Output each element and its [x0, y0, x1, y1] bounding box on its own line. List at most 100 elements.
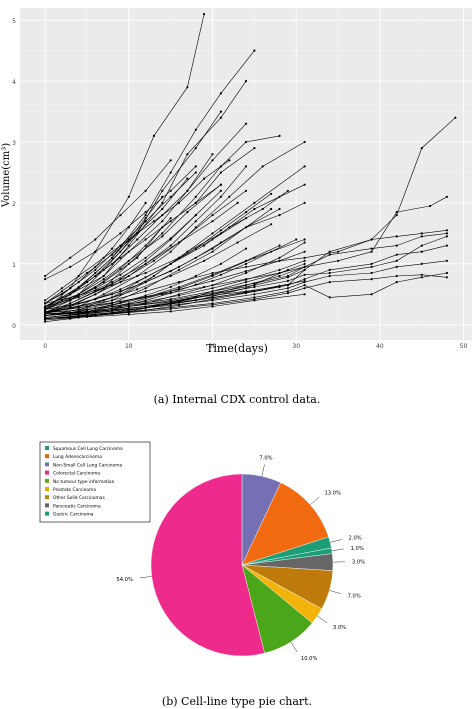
data-point — [228, 159, 231, 162]
legend-swatch — [45, 470, 49, 475]
data-point — [77, 302, 80, 305]
data-point — [270, 192, 273, 195]
data-point — [69, 313, 72, 317]
data-point — [152, 134, 155, 137]
slice-label: 13.0% — [325, 490, 342, 496]
data-point — [77, 309, 80, 312]
data-point — [144, 244, 147, 247]
data-point — [44, 320, 47, 323]
data-point — [370, 293, 373, 296]
slice-label-leader — [139, 576, 152, 579]
data-point — [186, 211, 189, 214]
slice-label-leader — [290, 641, 298, 653]
data-point — [94, 285, 97, 289]
data-point — [169, 189, 172, 192]
data-point — [77, 274, 80, 278]
pie-slice — [241, 482, 329, 566]
data-point — [111, 301, 114, 304]
data-point — [144, 287, 147, 290]
data-point — [69, 293, 72, 296]
legend-item-label: Non-Small Cell Lung Carcinoma — [53, 462, 122, 468]
data-point — [144, 276, 147, 279]
data-point — [161, 293, 164, 296]
data-point — [303, 293, 306, 296]
data-point — [303, 256, 306, 259]
data-point — [127, 226, 130, 229]
data-point — [169, 244, 172, 247]
data-point — [286, 292, 289, 295]
data-point — [102, 299, 105, 302]
data-point — [219, 92, 222, 95]
y-axis-label: Volume(cm³) — [1, 143, 12, 208]
data-point — [144, 201, 147, 204]
x-tick-label: 30 — [292, 343, 300, 350]
slice-label-leader — [329, 590, 341, 594]
data-point — [303, 241, 306, 244]
data-point — [445, 271, 448, 275]
data-point — [111, 293, 114, 296]
y-tick-label: 3 — [12, 140, 16, 147]
data-point — [161, 235, 164, 238]
data-point — [236, 241, 239, 244]
data-point — [127, 195, 130, 198]
data-point — [44, 314, 47, 317]
data-point — [219, 195, 222, 198]
legend-swatch — [45, 454, 49, 459]
data-point — [445, 235, 448, 238]
data-point — [111, 309, 114, 312]
data-point — [303, 262, 306, 265]
data-point — [395, 244, 398, 247]
series-line — [44, 196, 163, 307]
data-point — [102, 256, 105, 259]
data-point — [119, 232, 122, 235]
slice-label: 3.0% — [352, 560, 365, 566]
slice-label: 3.0% — [333, 625, 346, 631]
data-point — [219, 110, 222, 113]
data-point — [328, 271, 331, 275]
caption-a: (a) Internal CDX control data. — [153, 393, 321, 406]
data-point — [119, 281, 122, 284]
data-point — [169, 159, 172, 162]
data-point — [111, 299, 114, 302]
data-point — [244, 262, 248, 265]
data-point — [177, 294, 181, 297]
data-point — [270, 250, 273, 253]
data-point — [102, 287, 105, 290]
data-point — [127, 302, 130, 305]
data-point — [161, 201, 164, 204]
series-line — [44, 154, 213, 310]
data-point — [395, 235, 398, 238]
data-point — [253, 293, 256, 296]
data-point — [219, 273, 222, 276]
data-point — [295, 238, 298, 241]
data-point — [177, 268, 181, 271]
data-point — [445, 259, 448, 262]
data-point — [211, 232, 214, 235]
data-point — [244, 284, 248, 287]
data-point — [395, 259, 398, 262]
data-point — [420, 273, 423, 276]
data-point — [152, 259, 155, 262]
data-point — [169, 292, 172, 295]
data-point — [169, 250, 172, 253]
legend-item-label: Prostate Carcinoma — [53, 487, 96, 493]
data-point — [94, 290, 97, 293]
data-point — [152, 220, 155, 223]
data-point — [211, 296, 214, 300]
data-point — [144, 217, 147, 220]
data-point — [102, 278, 105, 281]
data-point — [111, 305, 114, 308]
data-point — [194, 274, 197, 278]
data-point — [119, 278, 122, 281]
data-point — [161, 226, 164, 229]
legend-item-label: Gastric Carcinoma — [53, 512, 94, 518]
data-point — [194, 220, 197, 223]
data-point — [303, 238, 306, 241]
data-point — [161, 195, 164, 198]
data-point — [144, 281, 147, 284]
data-point — [169, 217, 172, 220]
data-point — [270, 207, 273, 211]
data-point — [219, 262, 222, 265]
legend-swatch — [45, 478, 49, 483]
x-tick-label: 50 — [460, 343, 468, 350]
